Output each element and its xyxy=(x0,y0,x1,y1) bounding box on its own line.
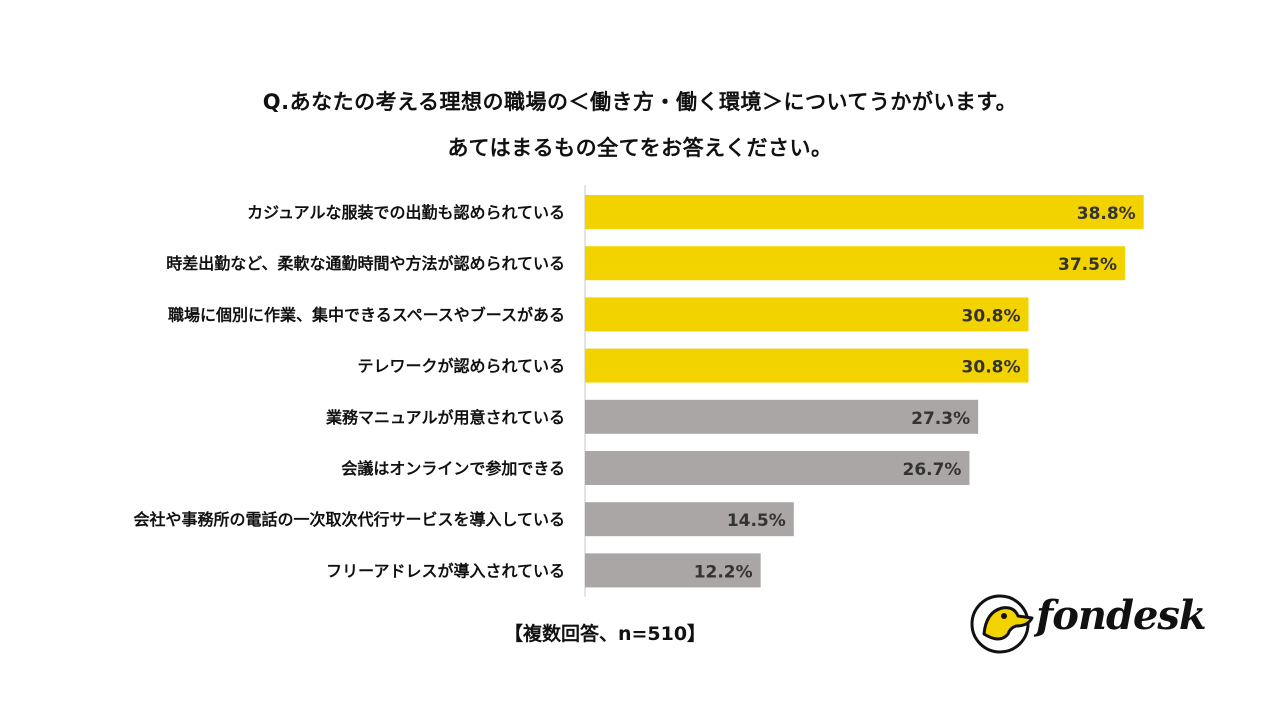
sample-note: 【複数回答、n=510】 xyxy=(503,623,707,645)
category-label-5: 会議はオンラインで参加できる xyxy=(341,459,565,478)
brand-name: fondesk xyxy=(1036,592,1207,639)
value-label-0: 38.8% xyxy=(1077,204,1136,224)
category-label-7: フリーアドレスが導入されている xyxy=(326,561,565,580)
value-label-1: 37.5% xyxy=(1058,255,1117,275)
chart-title-line1: Q.あなたの考える理想の職場の＜働き方・働く環境＞についてうかがいます。 xyxy=(262,90,1018,114)
chart-title-line2: あてはまるもの全てをお答えください。 xyxy=(447,136,833,160)
category-label-6: 会社や事務所の電話の一次取次代行サービスを導入している xyxy=(133,510,565,529)
bar-6 xyxy=(585,502,794,537)
value-label-5: 26.7% xyxy=(902,460,961,480)
value-label-2: 30.8% xyxy=(962,306,1021,326)
bar-5 xyxy=(585,451,970,485)
value-label-6: 14.5% xyxy=(727,511,786,531)
value-label-7: 12.2% xyxy=(694,562,753,582)
bar-0 xyxy=(585,195,1144,229)
pelican-icon xyxy=(970,594,1034,654)
bar-4 xyxy=(585,399,979,434)
category-label-2: 職場に個別に作業、集中できるスペースやブースがある xyxy=(168,305,565,324)
bar-3 xyxy=(585,348,1029,383)
category-label-1: 時差出勤など、柔軟な通勤時間や方法が認められている xyxy=(166,254,565,273)
bar-2 xyxy=(585,297,1029,332)
bar-1 xyxy=(585,246,1125,281)
bar-7 xyxy=(585,553,761,588)
value-label-3: 30.8% xyxy=(962,358,1021,378)
value-label-4: 27.3% xyxy=(911,409,970,429)
category-label-0: カジュアルな服装での出勤も認められている xyxy=(247,203,565,222)
category-label-4: 業務マニュアルが用意されている xyxy=(325,408,565,427)
fondesk-logo: fondesk xyxy=(966,590,1207,662)
category-label-3: テレワークが認められている xyxy=(357,357,565,376)
